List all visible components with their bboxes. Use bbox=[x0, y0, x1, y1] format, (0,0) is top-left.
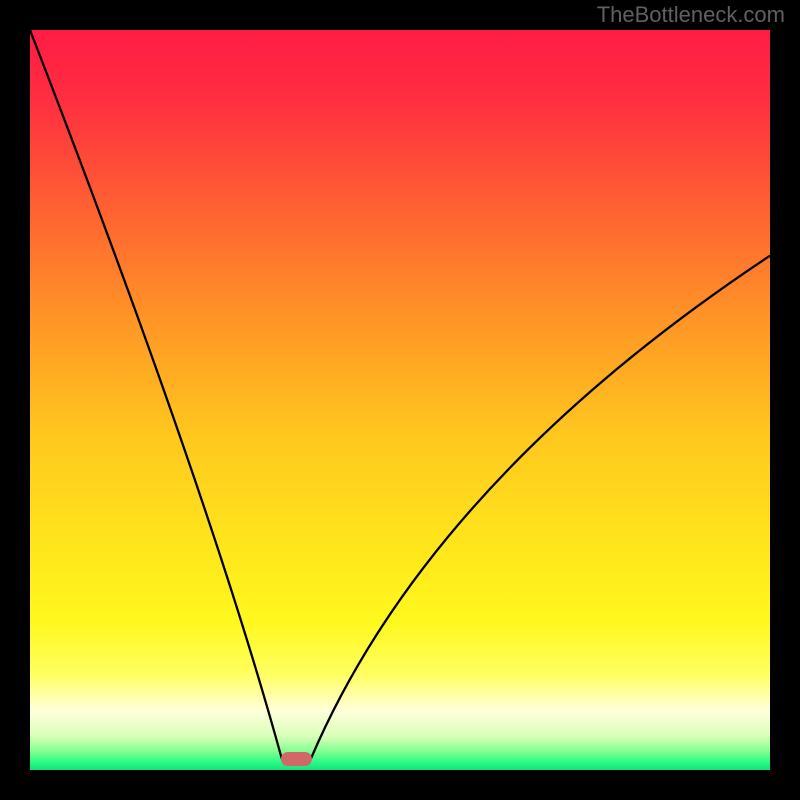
bottleneck-chart: TheBottleneck.com bbox=[0, 0, 800, 800]
watermark-text: TheBottleneck.com bbox=[597, 2, 785, 27]
plot-area bbox=[30, 30, 770, 770]
optimal-marker bbox=[281, 752, 312, 766]
